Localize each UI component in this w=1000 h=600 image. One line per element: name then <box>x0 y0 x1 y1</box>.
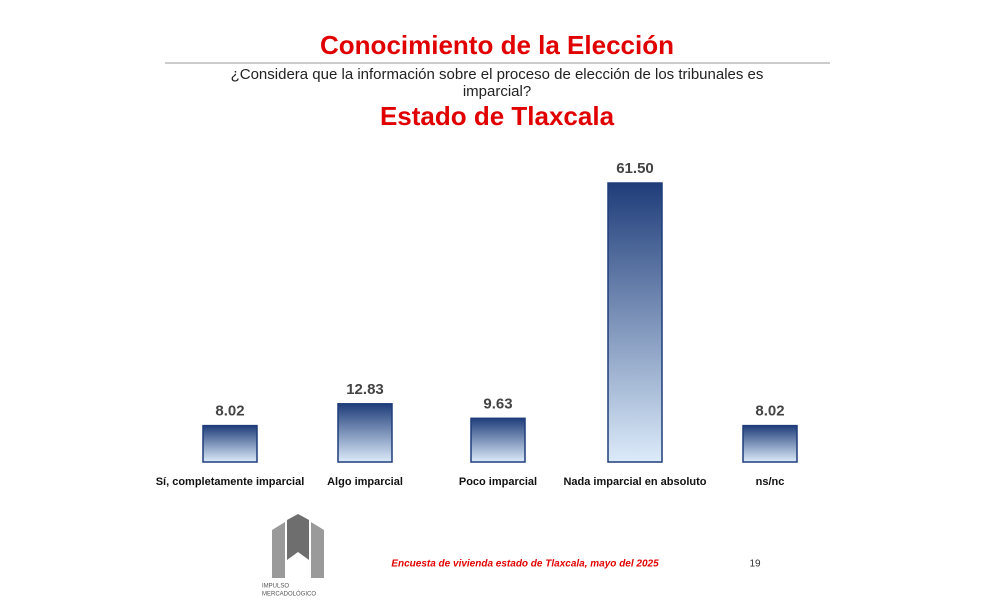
logo-text: IMPULSO <box>262 584 289 590</box>
x-tick-label: ns/nc <box>756 476 785 488</box>
value-label: 61.50 <box>616 160 654 177</box>
region-title: Estado de Tlaxcala <box>380 101 615 131</box>
value-label: 8.02 <box>755 403 784 420</box>
page-number: 19 <box>749 559 761 570</box>
subtitle: ¿Considera que la información sobre el p… <box>231 66 764 83</box>
x-tick-label: Algo imparcial <box>327 476 403 488</box>
bar <box>470 417 526 463</box>
footer: Encuesta de vivienda estado de Tlaxcala,… <box>391 559 659 570</box>
logo-shape <box>311 522 324 578</box>
bar <box>607 182 663 463</box>
value-label: 12.83 <box>346 381 384 398</box>
value-label: 9.63 <box>483 395 512 412</box>
logo-shape <box>287 514 309 560</box>
logo-text: MERCADOLÓGICO <box>262 591 316 598</box>
x-tick-label: Poco imparcial <box>459 476 537 488</box>
bar <box>337 403 393 463</box>
logo-shape <box>272 522 285 578</box>
chart-title: Conocimiento de la Elección <box>320 30 674 60</box>
logo: IMPULSO MERCADOLÓGICO <box>262 514 324 598</box>
bar <box>742 424 798 463</box>
subtitle: imparcial? <box>463 83 531 100</box>
x-tick-label: Nada imparcial en absoluto <box>563 476 706 488</box>
bar <box>202 424 258 463</box>
x-tick-label: Sí, completamente imparcial <box>156 476 305 488</box>
value-label: 8.02 <box>215 403 244 420</box>
